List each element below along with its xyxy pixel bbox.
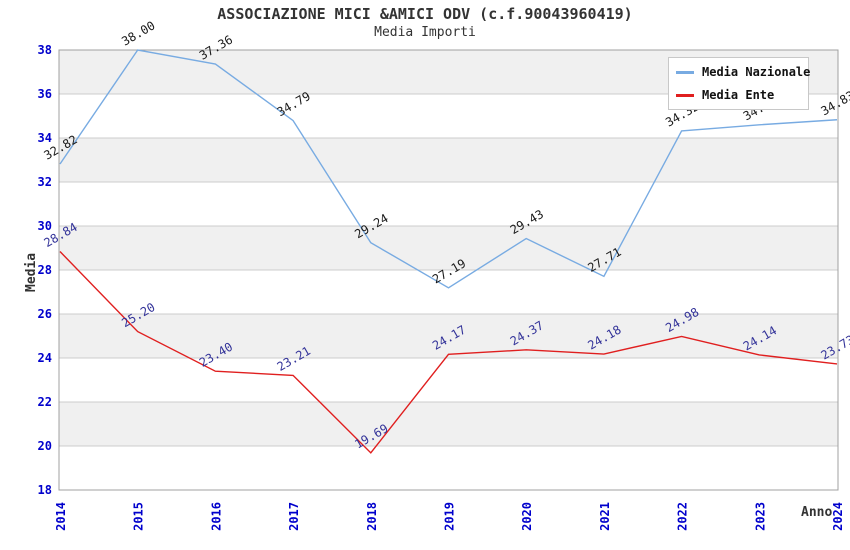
legend-label-media-nazionale: Media Nazionale	[702, 65, 811, 79]
y-tick-label: 34	[38, 131, 52, 145]
x-tick-label: 2018	[365, 502, 379, 531]
series-line-media-nazionale	[59, 49, 838, 289]
y-tick-label: 22	[38, 395, 52, 409]
x-tick-label: 2017	[287, 502, 301, 531]
x-tick-label: 2023	[753, 502, 767, 531]
x-axis-title: Anno	[801, 505, 833, 520]
legend-item-media-nazionale: Media Nazionale	[676, 65, 810, 79]
y-tick-label: 28	[38, 263, 52, 277]
x-tick-label: 2022	[676, 502, 690, 531]
plot-border	[58, 49, 839, 491]
y-tick-label: 24	[38, 351, 52, 365]
x-tick-label: 2021	[598, 502, 612, 531]
band	[59, 270, 838, 314]
chart-subtitle: Media Importi	[374, 25, 476, 40]
media-ente-line-swatch	[676, 93, 694, 97]
y-tick-label: 36	[38, 87, 52, 101]
band	[59, 138, 838, 182]
media-nazionale-line-swatch	[676, 70, 694, 74]
x-tick-label: 2015	[132, 502, 146, 531]
band	[59, 446, 838, 490]
band	[59, 226, 838, 270]
legend: Media Nazionale Media Ente	[668, 57, 810, 110]
band	[59, 402, 838, 446]
y-tick-label: 38	[38, 43, 52, 57]
y-tick-label: 20	[38, 439, 52, 453]
band	[59, 358, 838, 402]
y-tick-label: 18	[38, 483, 52, 497]
series-line-media-ente	[59, 251, 838, 454]
y-axis-title: Media	[24, 252, 39, 292]
legend-label-media-ente: Media Ente	[702, 88, 775, 102]
x-tick-label: 2014	[54, 502, 68, 531]
legend-item-media-ente: Media Ente	[676, 88, 801, 102]
chart-title: ASSOCIAZIONE MICI &AMICI ODV (c.f.900439…	[217, 5, 633, 23]
x-tick-label: 2024	[831, 502, 845, 531]
x-tick-label: 2016	[209, 502, 223, 531]
x-tick-label: 2020	[520, 502, 534, 531]
band	[59, 182, 838, 226]
point-label: 38.00	[119, 18, 157, 48]
x-tick-label: 2019	[443, 502, 457, 531]
band	[59, 314, 838, 358]
y-tick-label: 30	[38, 219, 52, 233]
y-tick-label: 32	[38, 175, 52, 189]
y-tick-label: 26	[38, 307, 52, 321]
